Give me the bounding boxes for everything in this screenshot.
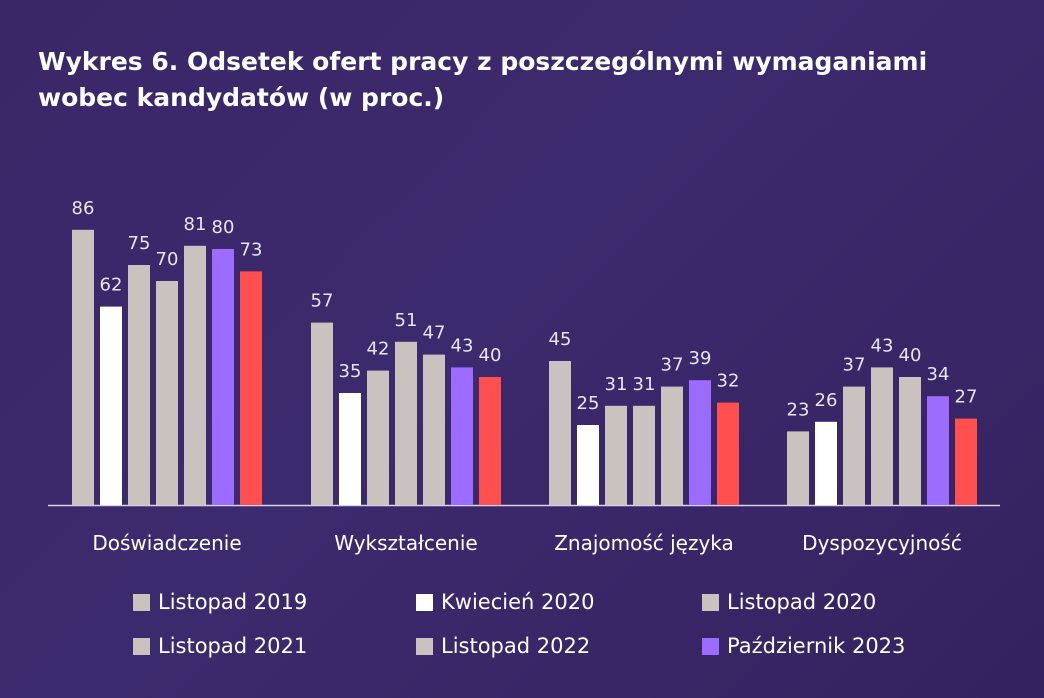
bar-3-1 [815,421,837,505]
bar-3-0 [787,431,809,505]
data-label-3-4: 40 [899,345,922,366]
bar-0-4 [184,245,206,506]
data-label-1-3: 51 [395,310,418,331]
data-label-2-6: 32 [717,371,740,392]
bar-1-1 [339,393,361,505]
data-label-1-0: 57 [311,291,334,312]
data-label-0-6: 73 [240,239,263,260]
bar-3-4 [899,377,921,505]
bar-1-2 [367,370,389,505]
bar-2-5 [689,380,711,505]
category-label-2: Znajomość języka [554,531,734,555]
data-label-3-2: 37 [843,355,866,376]
data-label-1-5: 43 [451,335,474,356]
bar-3-2 [843,386,865,505]
bar-0-6 [240,271,262,505]
bar-3-5 [927,396,949,505]
data-label-2-3: 31 [633,374,656,395]
data-label-0-4: 81 [184,214,207,235]
bar-2-3 [633,405,655,505]
bar-0-1 [100,306,122,505]
bar-0-2 [128,265,150,505]
category-label-0: Doświadczenie [92,531,241,555]
data-label-2-4: 37 [661,355,684,376]
data-label-1-6: 40 [479,345,502,366]
bar-1-0 [311,322,333,505]
data-label-1-1: 35 [339,361,362,382]
data-label-1-4: 47 [423,323,446,344]
data-label-0-2: 75 [128,233,151,254]
bar-1-4 [423,354,445,505]
chart-title: Wykres 6. Odsetek ofert pracy z poszczeg… [38,47,928,112]
bar-3-6 [955,418,977,505]
bar-1-6 [479,377,501,505]
category-label-1: Wykształcenie [334,531,477,555]
data-label-3-1: 26 [815,390,838,411]
bar-2-4 [661,386,683,505]
data-label-2-1: 25 [577,393,600,414]
data-label-0-3: 70 [156,249,179,270]
data-label-0-1: 62 [100,275,123,296]
data-label-2-0: 45 [549,329,572,350]
data-label-3-6: 27 [955,387,978,408]
data-label-2-2: 31 [605,374,628,395]
bar-1-5 [451,367,473,505]
data-label-3-0: 23 [787,399,810,420]
data-label-0-0: 86 [72,198,95,219]
bar-1-3 [395,341,417,505]
category-label-3: Dyspozycyjność [802,531,962,555]
data-label-0-5: 80 [212,217,235,238]
bar-2-0 [549,361,571,505]
bar-2-2 [605,405,627,505]
bar-0-0 [72,229,94,506]
bar-2-6 [717,402,739,505]
bar-0-3 [156,281,178,505]
data-label-3-3: 43 [871,335,894,356]
bar-3-3 [871,367,893,505]
data-label-1-2: 42 [367,339,390,360]
data-label-3-5: 34 [927,364,950,385]
bar-2-1 [577,425,599,505]
bar-0-5 [212,249,234,505]
data-label-2-5: 39 [689,348,712,369]
